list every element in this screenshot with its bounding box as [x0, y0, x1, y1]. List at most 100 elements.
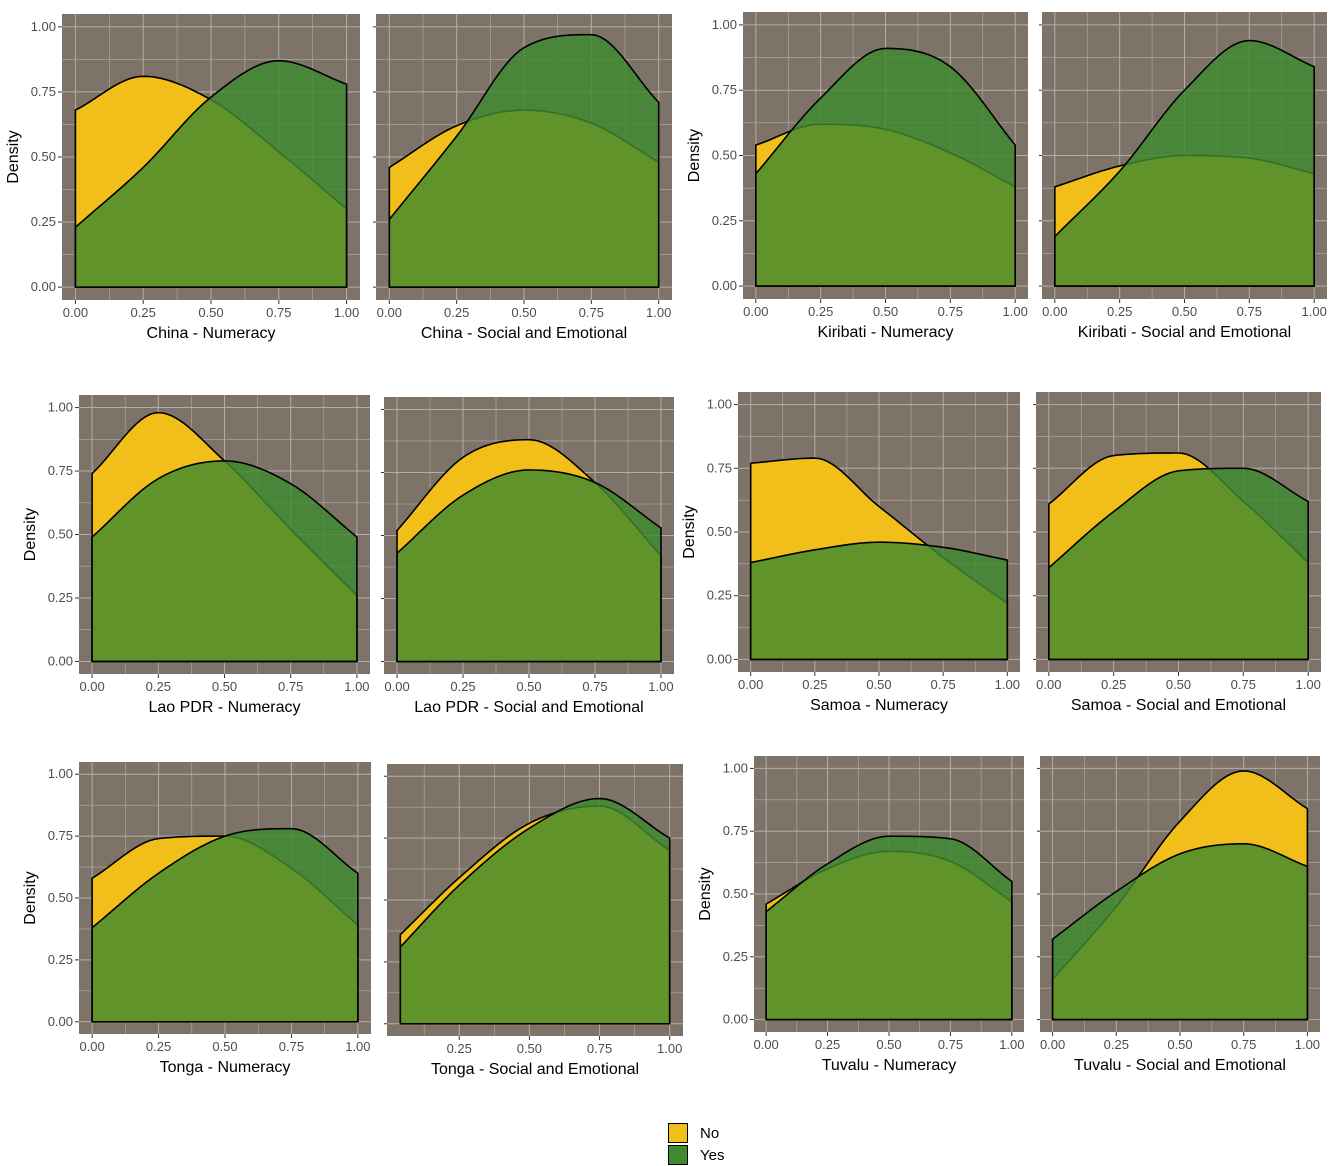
panel-china-numeracy: 0.00 0.25 0.50 0.75 1.00 0.00 0.25 0.50 0.75 1.00…: [5, 14, 360, 342]
y-tick-label: 0.00: [707, 651, 732, 666]
x-tick-label: 0.25: [802, 677, 827, 692]
x-tick-label: 0.50: [1167, 1037, 1192, 1052]
density-area-yes: [1054, 39, 1315, 287]
x-tick-label: 0.25: [444, 305, 469, 320]
y-tick-label: 0.25: [707, 588, 732, 603]
panel-kiribati-numeracy: 0.00 0.25 0.50 0.75 1.00 0.00 0.25 0.50 0.75 1.00…: [686, 12, 1028, 341]
y-axis-title: Density: [22, 508, 39, 561]
y-tick-label: 0.50: [707, 524, 732, 539]
x-axis-title: Lao PDR - Social and Emotional: [414, 699, 643, 716]
density-area-yes: [396, 469, 662, 663]
y-tick-label: 1.00: [31, 19, 56, 34]
x-tick-label: 0.50: [212, 679, 237, 694]
x-tick-label: 0.50: [517, 1041, 542, 1056]
y-tick-label: 0.25: [31, 214, 56, 229]
density-area-yes: [765, 835, 1013, 1021]
y-tick-label: 0.00: [712, 278, 737, 293]
x-axis-title: Samoa - Social and Emotional: [1071, 697, 1286, 714]
x-tick-label: 0.75: [579, 305, 604, 320]
x-tick-label: 0.25: [146, 1039, 171, 1054]
x-tick-label: 0.25: [131, 305, 156, 320]
x-tick-label: 0.25: [808, 304, 833, 319]
density-area-yes: [91, 827, 359, 1023]
x-tick-label: 1.00: [646, 305, 671, 320]
legend-label-yes: Yes: [700, 1146, 725, 1164]
x-tick-label: 0.25: [1104, 1037, 1129, 1052]
density-area-yes: [749, 541, 1009, 661]
legend-swatch-yes: [668, 1145, 688, 1165]
x-tick-label: 1.00: [1003, 304, 1028, 319]
x-tick-label: 0.00: [1036, 677, 1061, 692]
legend-label-no: No: [700, 1124, 720, 1142]
y-tick-label: 0.00: [723, 1012, 748, 1027]
y-tick-label: 0.50: [31, 149, 56, 164]
y-tick-label: 0.25: [712, 213, 737, 228]
density-area-yes: [755, 47, 1016, 287]
panel-tonga-social-and-emotional: 0.25 0.50 0.75 1.00 Tonga - Social and Emoti…: [384, 764, 683, 1078]
x-tick-label: 1.00: [995, 677, 1020, 692]
legend-item-no: No: [668, 1122, 724, 1144]
y-tick-label: 1.00: [707, 397, 732, 412]
x-tick-label: 0.75: [938, 1037, 963, 1052]
y-tick-label: 0.75: [48, 463, 73, 478]
x-tick-label: 1.00: [344, 679, 369, 694]
panel-kiribati-social-and-emotional: 0.00 0.25 0.50 0.75 1.00 Kiribati - Social an…: [1039, 12, 1327, 341]
y-tick-label: 0.50: [48, 527, 73, 542]
panel-lao-pdr-social-and-emotional: 0.00 0.25 0.50 0.75 1.00 Lao PDR - Social and…: [381, 397, 674, 716]
legend-item-yes: Yes: [668, 1144, 724, 1166]
x-axis-title: Tonga - Numeracy: [160, 1059, 291, 1076]
x-tick-label: 0.50: [1166, 677, 1191, 692]
panel-china-social-and-emotional: 0.00 0.25 0.50 0.75 1.00 China - Social and E…: [373, 14, 672, 342]
x-tick-label: 0.25: [815, 1037, 840, 1052]
y-tick-label: 0.50: [723, 886, 748, 901]
x-tick-label: 0.00: [63, 305, 88, 320]
y-tick-label: 0.25: [48, 952, 73, 967]
x-tick-label: 0.25: [1107, 304, 1132, 319]
x-tick-label: 0.75: [938, 304, 963, 319]
y-axis-title: Density: [5, 130, 22, 183]
x-tick-label: 0.25: [1101, 677, 1126, 692]
x-tick-label: 0.75: [1231, 677, 1256, 692]
x-tick-label: 0.25: [450, 679, 475, 694]
panel-tonga-numeracy: 0.00 0.25 0.50 0.75 1.00 0.00 0.25 0.50 0.75 1.00…: [22, 762, 371, 1076]
x-axis-title: Tonga - Social and Emotional: [431, 1061, 639, 1078]
x-tick-label: 0.00: [79, 1039, 104, 1054]
legend: No Yes: [668, 1122, 724, 1166]
y-axis-title: Density: [686, 129, 703, 182]
y-tick-label: 1.00: [723, 760, 748, 775]
x-tick-label: 0.75: [278, 679, 303, 694]
x-tick-label: 1.00: [1302, 304, 1327, 319]
y-tick-label: 0.25: [48, 590, 73, 605]
y-tick-label: 0.00: [48, 653, 73, 668]
density-area-yes: [1051, 842, 1309, 1021]
y-tick-label: 1.00: [48, 766, 73, 781]
density-area-yes: [74, 59, 348, 288]
x-tick-label: 0.50: [516, 679, 541, 694]
y-tick-label: 0.25: [723, 949, 748, 964]
x-tick-label: 0.00: [743, 304, 768, 319]
x-tick-label: 0.00: [753, 1037, 778, 1052]
y-tick-label: 0.00: [48, 1014, 73, 1029]
density-area-yes: [1048, 467, 1309, 661]
x-tick-label: 0.75: [587, 1041, 612, 1056]
y-tick-label: 0.50: [712, 148, 737, 163]
panel-tuvalu-social-and-emotional: 0.00 0.25 0.50 0.75 1.00 Tuvalu - Social and …: [1037, 756, 1320, 1074]
y-axis-title: Density: [681, 505, 698, 558]
y-tick-label: 1.00: [48, 400, 73, 415]
x-axis-title: China - Numeracy: [147, 325, 276, 342]
x-tick-label: 1.00: [657, 1041, 682, 1056]
y-axis-title: Density: [22, 871, 39, 924]
x-tick-label: 1.00: [999, 1037, 1024, 1052]
x-tick-label: 0.75: [279, 1039, 304, 1054]
y-axis-title: Density: [697, 867, 714, 920]
density-area-yes: [388, 33, 660, 288]
x-tick-label: 0.75: [266, 305, 291, 320]
panel-samoa-social-and-emotional: 0.00 0.25 0.50 0.75 1.00 Samoa - Social and E…: [1033, 392, 1321, 714]
x-axis-title: Tuvalu - Numeracy: [822, 1057, 957, 1074]
panel-lao-pdr-numeracy: 0.00 0.25 0.50 0.75 1.00 0.00 0.25 0.50 0.75 1.00…: [22, 395, 370, 716]
density-area-yes: [399, 797, 671, 1025]
y-tick-label: 0.75: [48, 828, 73, 843]
x-axis-title: Tuvalu - Social and Emotional: [1074, 1057, 1286, 1074]
x-tick-label: 1.00: [648, 679, 673, 694]
x-axis-title: Kiribati - Numeracy: [817, 324, 953, 341]
